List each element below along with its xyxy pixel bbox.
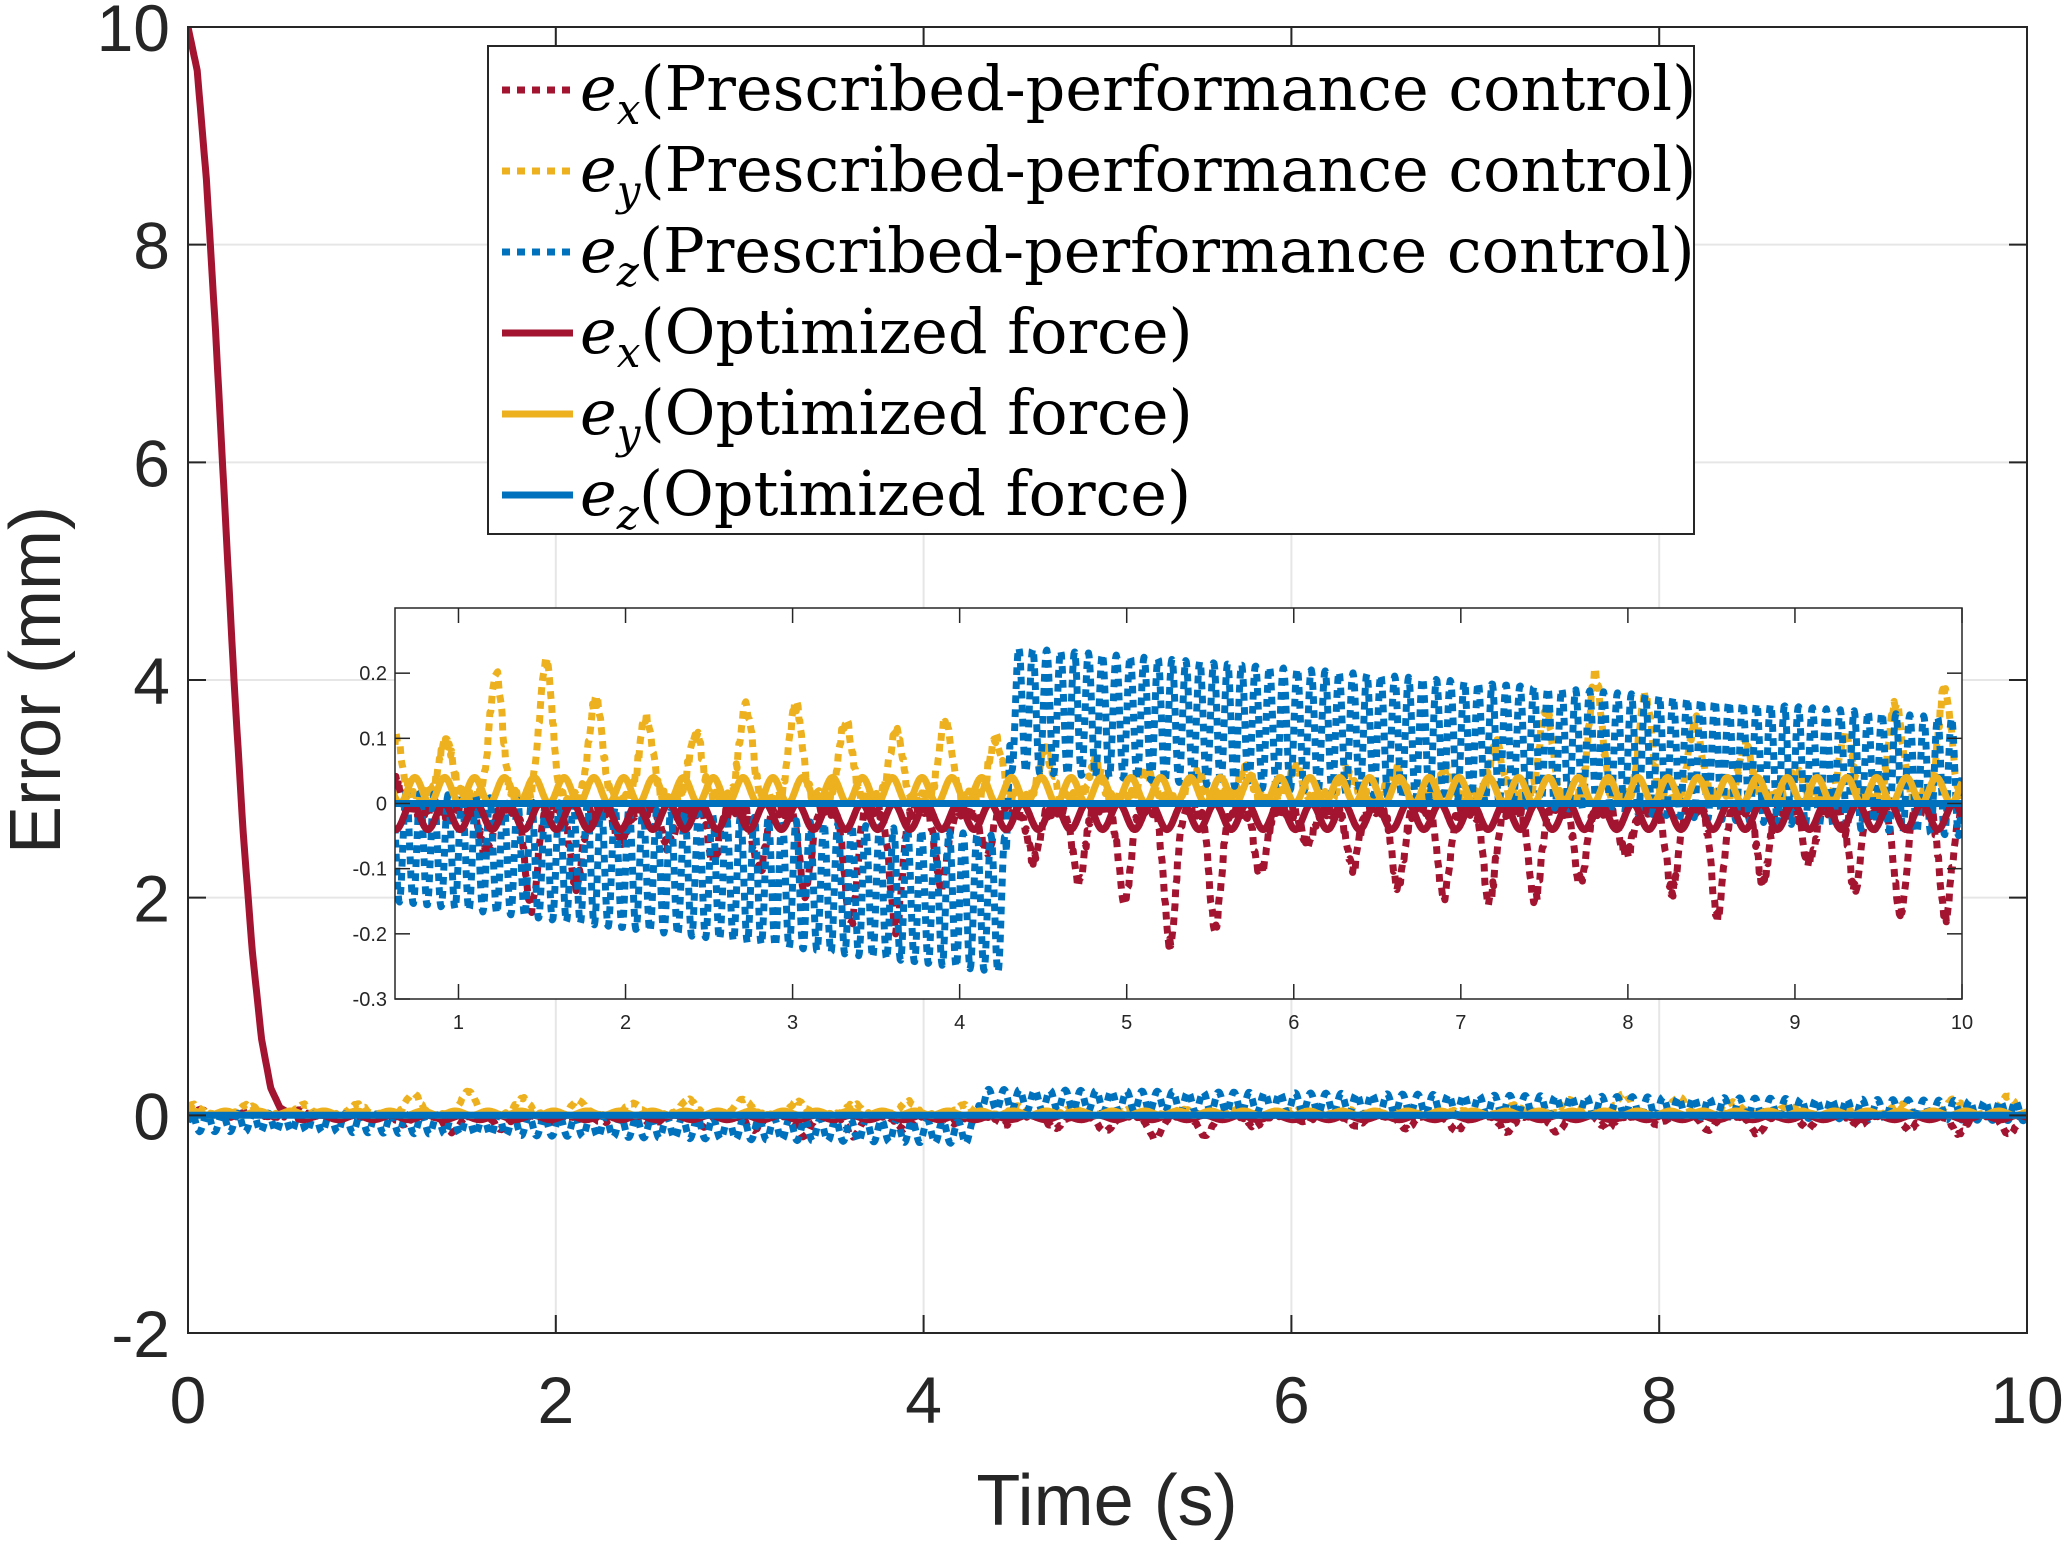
y-tick-label: 0 xyxy=(133,1079,170,1153)
legend-item: ez(Optimized force) xyxy=(502,457,1191,539)
y-tick-label: 6 xyxy=(133,426,170,500)
legend-label: ez(Optimized force) xyxy=(580,457,1191,539)
y-tick-label: 4 xyxy=(133,644,170,718)
inset-x-tick-label: 7 xyxy=(1455,1012,1466,1034)
y-tick-label: -2 xyxy=(111,1297,170,1371)
series-ez-prescribed xyxy=(395,644,1962,976)
x-tick-label: 0 xyxy=(170,1363,207,1437)
inset-x-tick-labels: 1 2 3 4 5 6 7 8 9 10 xyxy=(453,1012,1973,1034)
legend-label: ey(Optimized force) xyxy=(580,376,1193,458)
y-tick-label: 10 xyxy=(97,0,170,65)
inset-x-tick-label: 10 xyxy=(1951,1012,1973,1034)
inset-y-tick-label: -0.2 xyxy=(353,924,387,946)
inset-y-tick-labels: -0.3 -0.2 -0.1 0 0.1 0.2 xyxy=(353,663,387,1011)
inset-y-tick-label: 0.2 xyxy=(359,663,387,685)
main-y-tick-labels: -2 0 2 4 6 8 10 xyxy=(97,0,170,1371)
x-axis-label: Time (s) xyxy=(976,1461,1237,1541)
legend-box xyxy=(487,45,1695,535)
inset-x-tick-label: 2 xyxy=(620,1012,631,1034)
main-series xyxy=(188,27,2027,1147)
legend-label: ex(Optimized force) xyxy=(580,295,1193,377)
inset-y-tick-label: 0.1 xyxy=(359,728,387,750)
main-x-tick-labels: 0 2 4 6 8 10 xyxy=(170,1363,2064,1437)
legend-label: ey(Prescribed-performance control) xyxy=(580,133,1696,215)
main-ticks xyxy=(187,26,2028,1334)
x-tick-label: 10 xyxy=(1990,1363,2063,1437)
legend-item: ey(Optimized force) xyxy=(502,376,1193,458)
inset-x-tick-label: 6 xyxy=(1288,1012,1299,1034)
y-tick-label: 2 xyxy=(133,862,170,936)
legend: ex(Prescribed-performance control)ey(Pre… xyxy=(487,45,1696,539)
legend-item: ez(Prescribed-performance control) xyxy=(502,214,1695,296)
inset-x-tick-label: 9 xyxy=(1789,1012,1800,1034)
inset-series xyxy=(395,644,1962,976)
inset-y-tick-label: -0.3 xyxy=(353,989,387,1011)
x-tick-label: 2 xyxy=(537,1363,574,1437)
inset-x-tick-label: 3 xyxy=(787,1012,798,1034)
y-tick-label: 8 xyxy=(133,209,170,283)
inset-x-tick-label: 5 xyxy=(1121,1012,1132,1034)
inset-x-tick-label: 4 xyxy=(954,1012,965,1034)
inset-ticks xyxy=(395,608,1963,1000)
legend-label: ex(Prescribed-performance control) xyxy=(580,52,1696,134)
legend-item: ey(Prescribed-performance control) xyxy=(502,133,1696,215)
inset-x-tick-label: 1 xyxy=(453,1012,464,1034)
y-axis-label: Error (mm) xyxy=(0,506,76,854)
x-tick-label: 4 xyxy=(905,1363,942,1437)
inset-y-tick-label: 0 xyxy=(376,794,387,816)
x-tick-label: 6 xyxy=(1273,1363,1310,1437)
series-ex-prescribed xyxy=(188,1105,2027,1143)
x-tick-label: 8 xyxy=(1641,1363,1678,1437)
legend-item: ex(Optimized force) xyxy=(502,295,1193,377)
inset-y-tick-label: -0.1 xyxy=(353,859,387,881)
inset-x-tick-label: 8 xyxy=(1622,1012,1633,1034)
legend-item: ex(Prescribed-performance control) xyxy=(502,52,1696,134)
legend-label: ez(Prescribed-performance control) xyxy=(580,214,1695,296)
